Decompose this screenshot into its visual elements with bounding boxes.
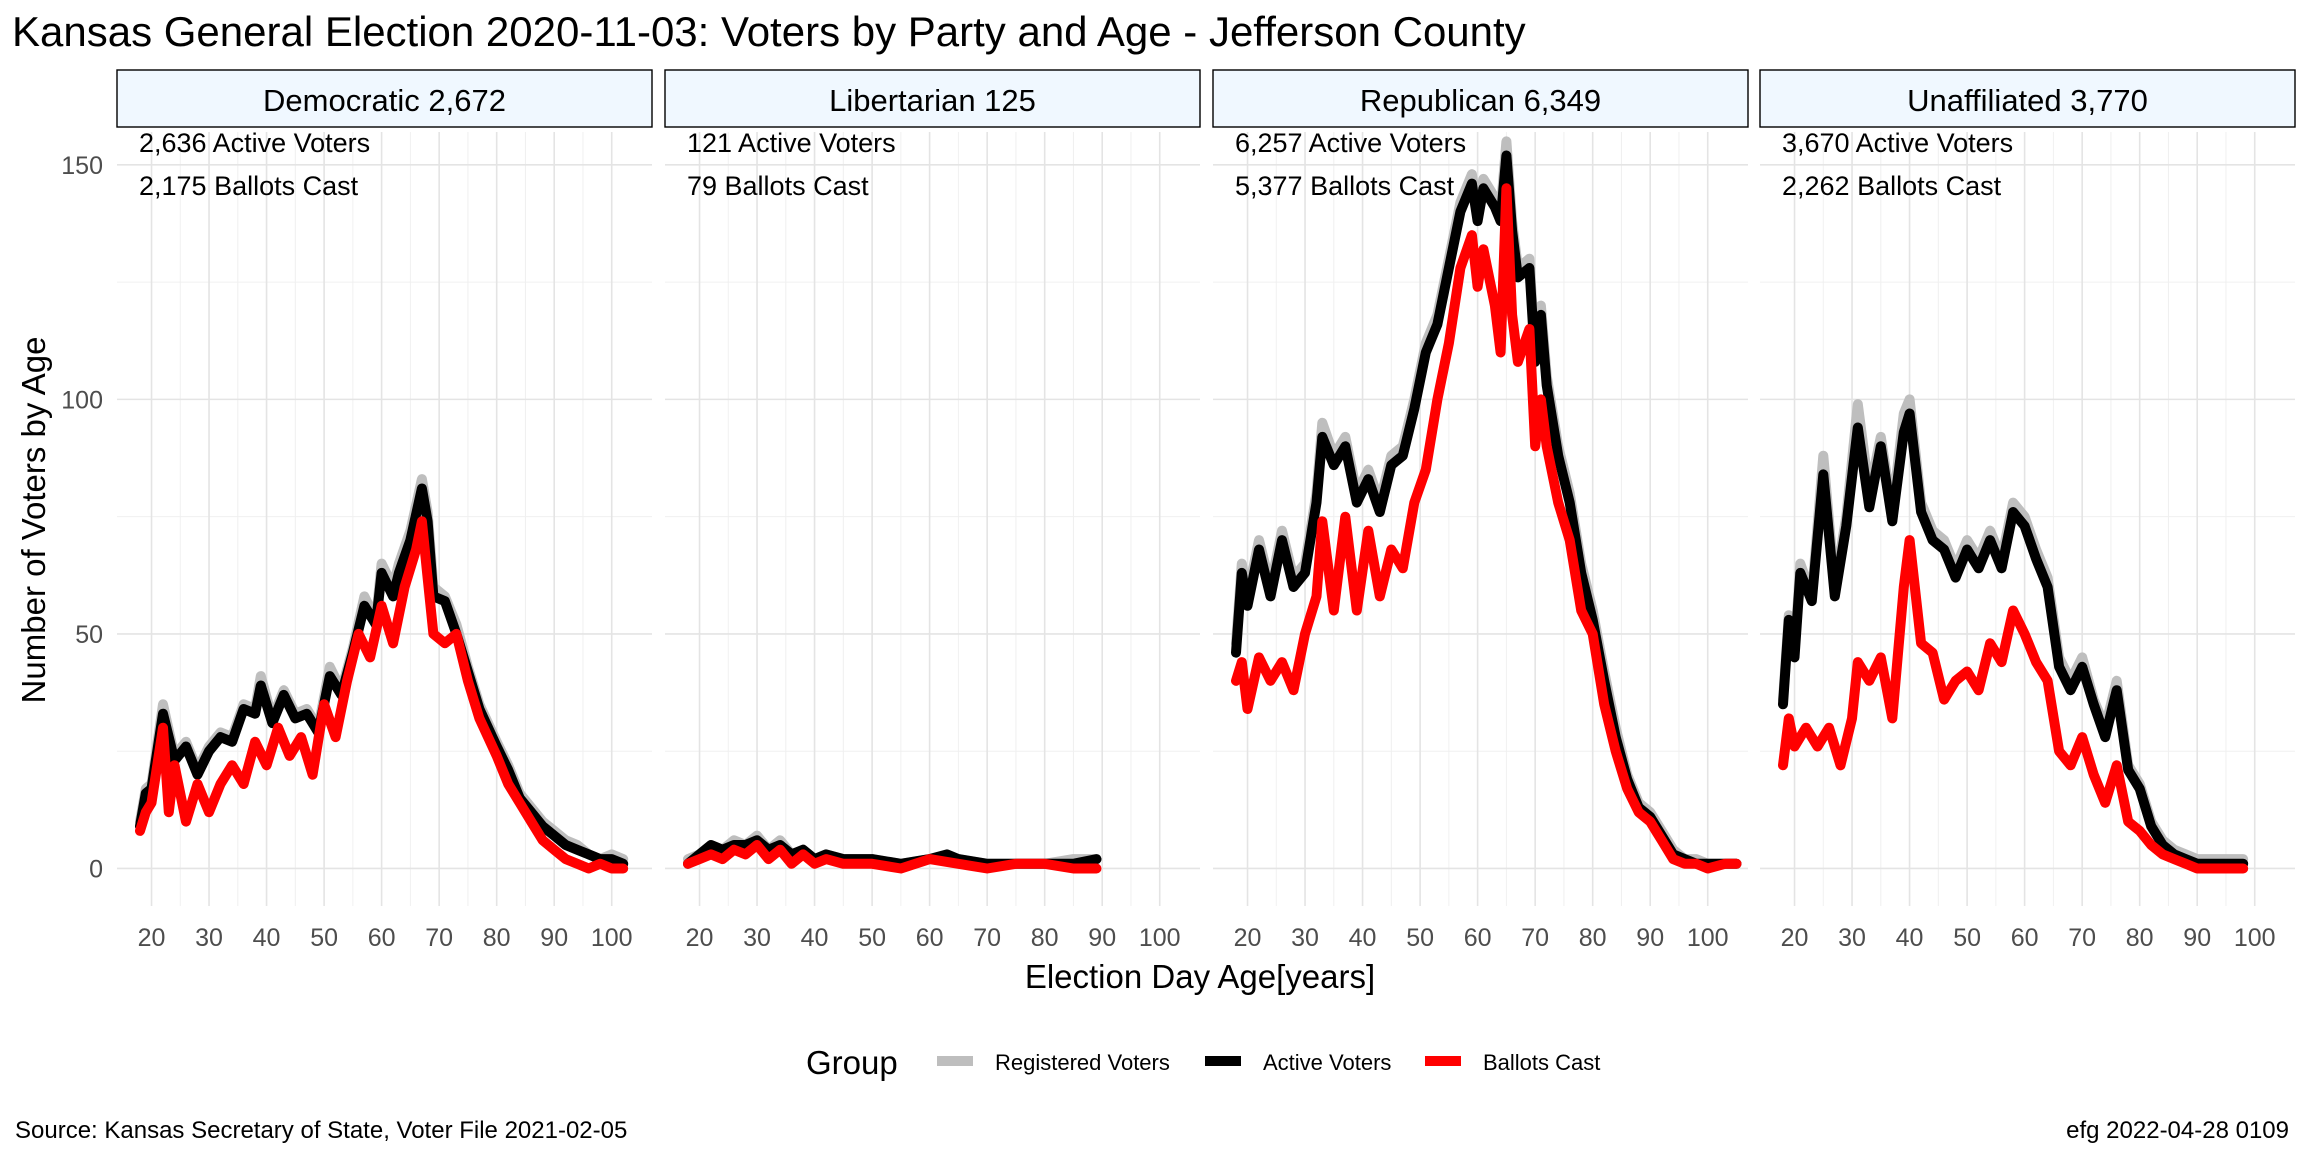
x-tick-label: 60 xyxy=(1464,924,1492,952)
x-tick-label: 20 xyxy=(138,924,166,952)
x-tick-label: 100 xyxy=(2234,924,2276,952)
x-tick-label: 70 xyxy=(973,924,1001,952)
x-tick-label: 60 xyxy=(368,924,396,952)
x-tick-label: 80 xyxy=(1031,924,1059,952)
panel-annotation: 2,262 Ballots Cast xyxy=(1782,171,2002,201)
facet-strip: Republican 6,349 xyxy=(1212,69,1749,128)
series-line-ballots-cast xyxy=(683,840,1102,874)
x-tick-label: 70 xyxy=(2068,924,2096,952)
facet-strip-label: Democratic 2,672 xyxy=(263,83,506,118)
series-line-ballots-cast xyxy=(135,516,629,874)
series-line-active-voters xyxy=(135,483,629,869)
x-tick-label: 50 xyxy=(858,924,886,952)
legend-title: Group xyxy=(806,1044,898,1081)
y-tick-label: 0 xyxy=(89,855,103,883)
facet-panel-4: Unaffiliated 3,770 3,670 Active Voters 2,2… xyxy=(1759,69,2296,952)
source-note: Source: Kansas Secretary of State, Voter… xyxy=(15,1117,627,1144)
panel-annotation: 2,175 Ballots Cast xyxy=(139,171,359,201)
panel-annotation: 2,636 Active Voters xyxy=(139,128,370,158)
y-axis-title: Number of Voters by Age xyxy=(15,337,52,704)
x-tick-label: 30 xyxy=(195,924,223,952)
chart-title: Kansas General Election 2020-11-03: Vote… xyxy=(12,8,1526,55)
x-tick-label: 20 xyxy=(1781,924,1809,952)
x-tick-label: 40 xyxy=(253,924,281,952)
y-tick-label: 50 xyxy=(75,621,103,649)
legend-item: Registered Voters xyxy=(937,1050,1170,1075)
facet-strip-box xyxy=(1759,69,2296,128)
x-tick-label: 30 xyxy=(743,924,771,952)
x-tick-label: 80 xyxy=(1579,924,1607,952)
facet-panel-2: Libertarian 125 121 Active Voters 79 Ballo… xyxy=(664,69,1201,952)
x-tick-label: 50 xyxy=(310,924,338,952)
x-tick-label: 20 xyxy=(686,924,714,952)
facet-strip: Unaffiliated 3,770 xyxy=(1759,69,2296,128)
series-line-ballots-cast xyxy=(1231,183,1742,874)
facet-strip-box xyxy=(1212,69,1749,128)
x-tick-label: 40 xyxy=(801,924,829,952)
legend-item-label: Active Voters xyxy=(1263,1050,1391,1075)
series-line-active-voters xyxy=(1778,408,2249,869)
x-tick-label: 90 xyxy=(2183,924,2211,952)
legend: Group Registered Voters Active Voters Ball… xyxy=(806,1044,1600,1081)
x-tick-label: 30 xyxy=(1838,924,1866,952)
x-tick-label: 80 xyxy=(2126,924,2154,952)
panel-annotation: 79 Ballots Cast xyxy=(687,171,869,201)
x-tick-label: 40 xyxy=(1349,924,1377,952)
x-axis-title: Election Day Age[years] xyxy=(1025,958,1375,995)
facet-panels: Democratic 2,672 2,636 Active Voters 2,175… xyxy=(61,69,2296,952)
x-tick-label: 50 xyxy=(1406,924,1434,952)
x-tick-label: 60 xyxy=(916,924,944,952)
facet-panel-1: Democratic 2,672 2,636 Active Voters 2,175… xyxy=(116,69,653,952)
gridlines xyxy=(1213,132,1748,906)
x-tick-label: 100 xyxy=(1687,924,1729,952)
x-tick-label: 80 xyxy=(483,924,511,952)
legend-item: Ballots Cast xyxy=(1425,1050,1600,1075)
y-tick-label: 100 xyxy=(61,386,103,414)
x-tick-label: 40 xyxy=(1896,924,1924,952)
facet-strip: Libertarian 125 xyxy=(664,69,1201,128)
gridlines xyxy=(665,132,1200,906)
facet-strip-label: Unaffiliated 3,770 xyxy=(1907,83,2148,118)
timestamp-note: efg 2022-04-28 0109 xyxy=(2066,1117,2289,1144)
x-tick-label: 60 xyxy=(2011,924,2039,952)
x-tick-label: 90 xyxy=(1088,924,1116,952)
gridlines xyxy=(117,132,652,906)
x-tick-label: 100 xyxy=(1139,924,1181,952)
facet-strip: Democratic 2,672 xyxy=(116,69,653,128)
x-tick-label: 50 xyxy=(1953,924,1981,952)
facet-strip-label: Republican 6,349 xyxy=(1360,83,1601,118)
x-tick-label: 30 xyxy=(1291,924,1319,952)
y-tick-label: 150 xyxy=(61,152,103,180)
panel-annotation: 3,670 Active Voters xyxy=(1782,128,2013,158)
legend-item-label: Registered Voters xyxy=(995,1050,1170,1075)
x-tick-label: 100 xyxy=(591,924,633,952)
facet-panel-3: Republican 6,349 6,257 Active Voters 5,377… xyxy=(1212,69,1749,952)
facet-strip-label: Libertarian 125 xyxy=(829,83,1036,118)
facet-strip-box xyxy=(664,69,1201,128)
panel-annotation: 5,377 Ballots Cast xyxy=(1235,171,1455,201)
facet-strip-box xyxy=(116,69,653,128)
x-tick-label: 70 xyxy=(1521,924,1549,952)
y-axis-ticks: 0 50 100 150 xyxy=(61,152,103,884)
legend-item-label: Ballots Cast xyxy=(1483,1050,1600,1075)
x-tick-label: 20 xyxy=(1234,924,1262,952)
x-tick-label: 90 xyxy=(1636,924,1664,952)
legend-items: Registered Voters Active Voters Ballots Ca… xyxy=(937,1050,1600,1075)
panel-annotation: 6,257 Active Voters xyxy=(1235,128,1466,158)
series-line-ballots-cast xyxy=(1778,535,2249,874)
legend-item: Active Voters xyxy=(1205,1050,1391,1075)
panel-annotation: 121 Active Voters xyxy=(687,128,896,158)
x-tick-label: 90 xyxy=(540,924,568,952)
x-tick-label: 70 xyxy=(425,924,453,952)
